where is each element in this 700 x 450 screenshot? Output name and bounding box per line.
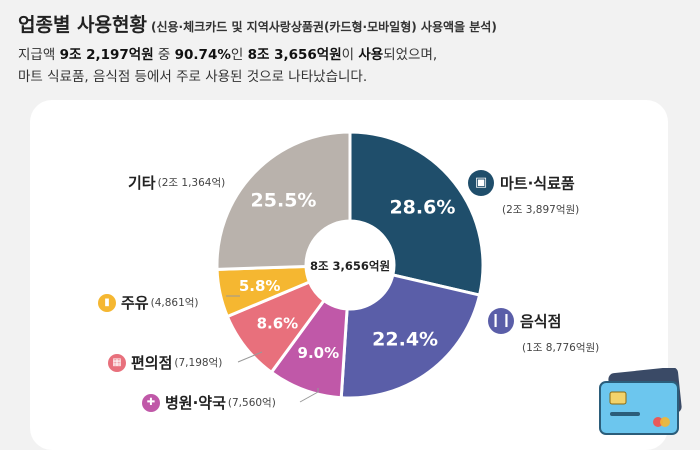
label-mart-amount: (2조 3,897억원) [502, 204, 580, 216]
leader-convenience [237, 351, 263, 363]
description-line-2: 마트 식료품, 음식점 등에서 주로 사용된 것으로 나타났습니다. [18, 69, 368, 85]
label-fuel: ▮ 주유 (4,861억) [98, 292, 199, 313]
label-convenience-amount: (7,198억) [174, 357, 223, 369]
label-restaurant-name: 음식점 [520, 312, 562, 331]
desc-percent: 90.74% [174, 47, 231, 63]
description-line-1: 지급액 9조 2,197억원 중 90.74%인 8조 3,656억원이 사용되… [18, 44, 437, 66]
donut-chart: 28.6% 22.4% 9.0% 8.6% 5.8% 25.5% [215, 130, 485, 403]
slice-label-fuel: 5.8% [239, 277, 281, 295]
utensils-icon: ❙❙ [488, 308, 514, 334]
slice-label-convenience: 8.6% [257, 314, 299, 332]
label-mart: ▣ 마트·식료품 [468, 170, 575, 196]
store-icon: ▦ [108, 353, 126, 372]
slice-mart [348, 130, 485, 297]
desc-total-paid: 9조 2,197억원 [59, 47, 154, 63]
basket-icon: ▣ [468, 170, 494, 196]
slice-label-mart: 28.6% [389, 196, 455, 218]
fuel-icon: ▮ [98, 293, 116, 312]
label-hospital-name: 병원·약국 [165, 394, 226, 412]
label-etc-amount: (2조 1,364억) [157, 177, 226, 189]
slice-label-etc: 25.5% [251, 190, 317, 212]
label-fuel-amount: (4,861억) [150, 297, 199, 309]
desc-text: 인 [230, 47, 248, 63]
label-convenience-name: 편의점 [131, 354, 173, 372]
slice-label-restaurant: 22.4% [372, 328, 438, 350]
title-main: 업종별 사용현황 [18, 14, 147, 36]
desc-text: 지급액 [18, 47, 60, 63]
page-title: 업종별 사용현황 (신용·체크카드 및 지역사랑상품권(카드형·모바일형) 사용액… [18, 10, 497, 37]
description: 지급액 9조 2,197억원 중 90.74%인 8조 3,656억원이 사용되… [18, 44, 437, 88]
medical-cross-icon: ✚ [142, 393, 160, 412]
desc-text: 되었으며, [383, 47, 438, 63]
center-total-label: 8조 3,656억원 [309, 259, 391, 273]
title-subtitle: (신용·체크카드 및 지역사랑상품권(카드형·모바일형) 사용액을 분석) [150, 20, 497, 34]
leader-hospital [299, 388, 319, 403]
label-restaurant-amount: (1조 8,776억원) [522, 342, 600, 354]
label-convenience: ▦ 편의점 (7,198억) [108, 352, 222, 373]
slice-etc [215, 130, 352, 271]
label-restaurant: ❙❙ 음식점 [488, 308, 561, 334]
slice-label-hospital: 9.0% [298, 344, 340, 362]
label-etc-name: 기타 [128, 174, 156, 192]
desc-total-used: 8조 3,656억원 [247, 47, 342, 63]
label-fuel-name: 주유 [121, 294, 149, 312]
credit-card-icon [599, 368, 682, 435]
slice-restaurant [339, 273, 482, 400]
label-mart-name: 마트·식료품 [500, 174, 575, 193]
label-hospital: ✚ 병원·약국 (7,560억) [142, 392, 276, 413]
label-hospital-amount: (7,560억) [227, 397, 276, 409]
label-etc: 기타 (2조 1,364억) [128, 172, 225, 193]
desc-text: 중 [153, 47, 175, 63]
desc-text: 이 [341, 47, 359, 63]
desc-used-word: 사용 [358, 47, 384, 63]
